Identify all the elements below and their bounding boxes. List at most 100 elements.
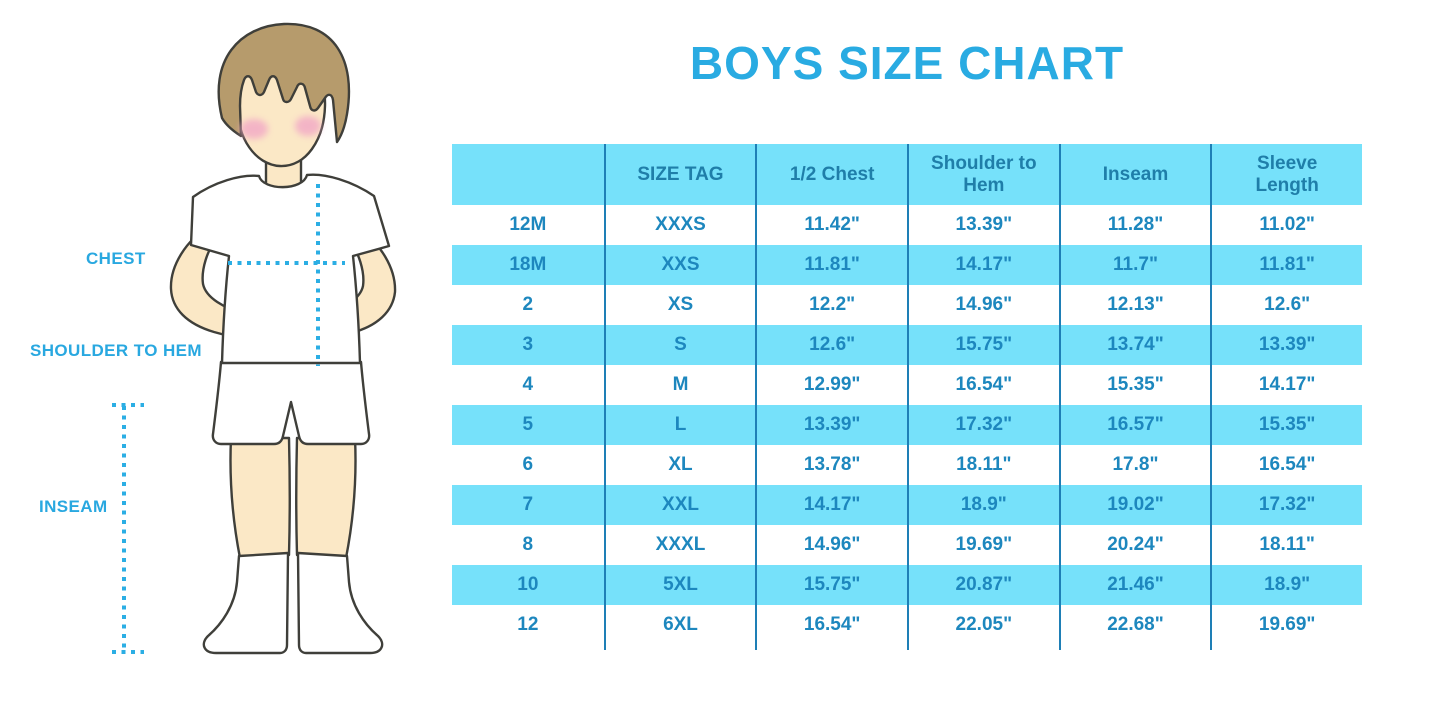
column-header: 1/2 Chest (755, 144, 907, 205)
table-cell: 6XL (603, 605, 756, 645)
table-cell: 18M (509, 254, 547, 275)
table-cell: 18.11" (1210, 525, 1362, 565)
boy-illustration (112, 22, 397, 655)
column-header: Shoulder to Hem (907, 144, 1059, 205)
table-cell: 18.9" (1210, 565, 1362, 605)
table-cell: 14.17" (907, 245, 1059, 285)
table-cell: XS (603, 285, 756, 325)
table-cell: 12M (509, 214, 547, 235)
table-cell: 20.24" (1058, 525, 1211, 565)
table-cell: 11.81" (1210, 245, 1362, 285)
boy-leg-right (295, 436, 357, 560)
table-cell: 20.87" (907, 565, 1059, 605)
table-cell: 16.54" (1210, 445, 1362, 485)
table-row: 7 XXL 14.17" 18.9" 19.02" 17.32" (452, 485, 1362, 525)
table-row: 3 S 12.6" 15.75" 13.74" 13.39" (452, 325, 1362, 365)
table-cell: 16.54" (755, 605, 907, 645)
table-cell: 13.39" (907, 205, 1059, 245)
table-cell: 3 (522, 334, 534, 355)
table-cell: 19.02" (1058, 485, 1211, 525)
boy-cheek-right (295, 116, 321, 136)
table-cell: 12.6" (755, 325, 907, 365)
table-cell: 21.46" (1058, 565, 1211, 605)
divider-extension-cell (1058, 645, 1211, 650)
table-row: 8 XXXL 14.96" 19.69" 20.24" 18.11" (452, 525, 1362, 565)
table-row: 12M XXXS 11.42" 13.39" 11.28" 11.02" (452, 205, 1362, 245)
table-cell: XXXS (603, 205, 756, 245)
table-cell: M (603, 365, 756, 405)
boy-sock-right (296, 551, 384, 655)
boy-hair (217, 22, 351, 144)
table-cell: 5 (522, 414, 534, 435)
table-cell: 19.69" (907, 525, 1059, 565)
boy-figure: CHEST SHOULDER TO HEM INSEAM (0, 0, 450, 723)
shoulder-to-hem-label: SHOULDER TO HEM (30, 341, 202, 360)
table-cell: S (603, 325, 756, 365)
table-cell: 12.99" (755, 365, 907, 405)
table-cell: 14.17" (1210, 365, 1362, 405)
table-row: 18M XXS 11.81" 14.17" 11.7" 11.81" (452, 245, 1362, 285)
table-cell: 11.28" (1058, 205, 1211, 245)
boy-shorts (211, 360, 371, 446)
table-cell: 17.32" (1210, 485, 1362, 525)
table-cell: 15.35" (1210, 405, 1362, 445)
table-cell: 11.42" (755, 205, 907, 245)
table-cell: 14.96" (907, 285, 1059, 325)
table-cell: 12.13" (1058, 285, 1211, 325)
divider-extension (452, 645, 1362, 650)
table-cell: 8 (522, 534, 534, 555)
table-cell: 13.39" (755, 405, 907, 445)
table-cell: 13.74" (1058, 325, 1211, 365)
table-cell: 11.81" (755, 245, 907, 285)
table-cell: 14.17" (755, 485, 907, 525)
table-cell: 6 (522, 454, 534, 475)
column-header (452, 144, 604, 205)
table-cell: 10 (517, 574, 539, 595)
divider-extension-cell (603, 645, 756, 650)
divider-extension-cell (452, 645, 604, 650)
table-cell: 22.68" (1058, 605, 1211, 645)
boy-sock-left (202, 551, 290, 655)
chest-label: CHEST (86, 249, 146, 268)
boy-shirt (189, 173, 391, 365)
divider-extension-cell (755, 645, 907, 650)
table-row: 4 M 12.99" 16.54" 15.35" 14.17" (452, 365, 1362, 405)
size-table: SIZE TAG 1/2 Chest Shoulder to Hem Inseam Sl… (452, 144, 1362, 650)
inseam-label: INSEAM (39, 497, 108, 516)
table-row: 10 5XL 15.75" 20.87" 21.46" 18.9" (452, 565, 1362, 605)
column-header: SIZE TAG (603, 144, 756, 205)
table-cell: 19.69" (1210, 605, 1362, 645)
table-cell: 12.2" (755, 285, 907, 325)
divider-extension-cell (1210, 645, 1362, 650)
table-cell: 15.75" (755, 565, 907, 605)
table-row: 6 XL 13.78" 18.11" 17.8" 16.54" (452, 445, 1362, 485)
table-cell: 7 (522, 494, 534, 515)
table-cell: 4 (522, 374, 534, 395)
table-row: 12 6XL 16.54" 22.05" 22.68" 19.69" (452, 605, 1362, 645)
table-cell: 11.02" (1210, 205, 1362, 245)
divider-extension-cell (907, 645, 1059, 650)
table-cell: 2 (522, 294, 534, 315)
size-table-body: 12M XXXS 11.42" 13.39" 11.28" 11.02" 18M XXS 11.… (452, 205, 1362, 650)
table-cell: XXS (603, 245, 756, 285)
boy-leg-left (229, 436, 291, 560)
table-cell: 15.75" (907, 325, 1059, 365)
table-cell: 18.11" (907, 445, 1059, 485)
table-cell: 11.7" (1058, 245, 1211, 285)
table-cell: L (603, 405, 756, 445)
table-cell: 12.6" (1210, 285, 1362, 325)
table-cell: XXXL (603, 525, 756, 565)
table-cell: 15.35" (1058, 365, 1211, 405)
table-cell: 17.8" (1058, 445, 1211, 485)
column-header: Inseam (1058, 144, 1211, 205)
table-cell: XL (603, 445, 756, 485)
table-cell: 13.39" (1210, 325, 1362, 365)
table-cell: 16.54" (907, 365, 1059, 405)
table-row: 5 L 13.39" 17.32" 16.57" 15.35" (452, 405, 1362, 445)
table-row: 2 XS 12.2" 14.96" 12.13" 12.6" (452, 285, 1362, 325)
table-cell: 18.9" (907, 485, 1059, 525)
table-cell: 14.96" (755, 525, 907, 565)
table-cell: 16.57" (1058, 405, 1211, 445)
table-cell: XXL (603, 485, 756, 525)
